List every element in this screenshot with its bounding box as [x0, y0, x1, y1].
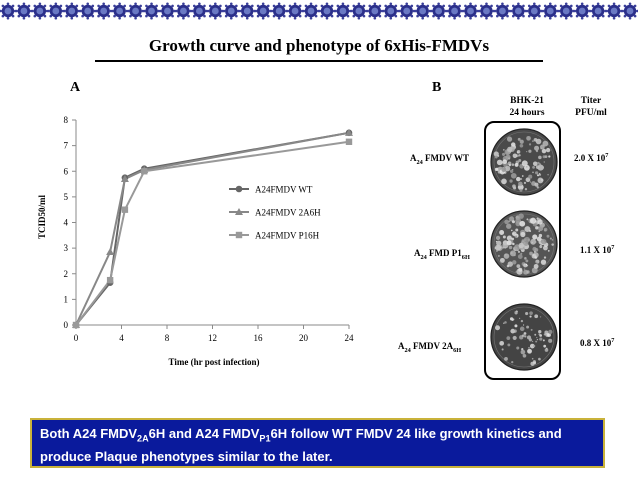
- virus-glyph-icon: [446, 2, 464, 20]
- data-point: [106, 276, 114, 284]
- virus-glyph-icon: [414, 2, 432, 20]
- virus-glyph-icon: [286, 2, 304, 20]
- x-tick-label: 20: [299, 333, 309, 343]
- row-label-p1: A24 FMD P16H: [414, 248, 470, 261]
- cell-line-header-line2: 24 hours: [509, 108, 545, 118]
- y-tick-label: 0: [64, 320, 69, 330]
- y-tick-label: 2: [64, 269, 69, 279]
- virus-glyph-icon: [382, 2, 400, 20]
- virus-glyph-icon: [605, 2, 623, 20]
- row-label-2a: A24 FMDV 2A6H: [398, 341, 462, 354]
- title-underline: [95, 60, 543, 62]
- plaque-plate-wt: [490, 128, 558, 196]
- virus-glyph-icon: [111, 2, 129, 20]
- titer-header: Titer PFU/ml: [566, 95, 616, 119]
- summary-box: Both A24 FMDV2A6H and A24 FMDVP16H follo…: [30, 418, 605, 468]
- titer-header-line1: Titer: [580, 96, 602, 106]
- virus-glyph-icon: [15, 2, 33, 20]
- virus-glyph-icon: [270, 2, 288, 20]
- plaque-plate-p1: [490, 210, 558, 278]
- legend-label: A24FMDV 2A6H: [255, 208, 321, 218]
- data-point: [106, 247, 115, 255]
- virus-glyph-icon: [143, 2, 161, 20]
- data-point: [121, 206, 129, 213]
- titer-wt: 2.0 X 107: [574, 152, 609, 163]
- x-tick-label: 16: [254, 333, 264, 343]
- virus-glyph-icon: [254, 2, 272, 20]
- y-tick-label: 8: [64, 115, 69, 125]
- virus-glyph-icon: [398, 2, 416, 20]
- virus-glyph-icon: [621, 2, 638, 20]
- virus-glyph-icon: [350, 2, 368, 20]
- virus-glyph-icon: [477, 2, 495, 20]
- virus-glyph-icon: [95, 2, 113, 20]
- virus-glyph-icon: [493, 2, 511, 20]
- x-tick-label: 12: [208, 333, 217, 343]
- legend-marker: [235, 185, 243, 193]
- virus-glyph-icon: [174, 2, 192, 20]
- data-point: [345, 138, 353, 145]
- y-tick-label: 1: [64, 294, 69, 304]
- virus-glyph-icon: [302, 2, 320, 20]
- virus-glyph-icon: [47, 2, 65, 20]
- data-point: [72, 321, 80, 329]
- virus-glyph-icon: [222, 2, 240, 20]
- virus-glyph-icon: [63, 2, 81, 20]
- virus-glyph-icon: [525, 2, 543, 20]
- plaque-plate-2a: [490, 303, 558, 371]
- slide-title: Growth curve and phenotype of 6xHis-FMDV…: [148, 36, 490, 55]
- data-point: [345, 128, 353, 136]
- virus-glyph-icon: [238, 2, 256, 20]
- x-tick-label: 0: [74, 333, 79, 343]
- virus-glyph-icon: [79, 2, 97, 20]
- legend-marker: [235, 208, 243, 215]
- y-tick-label: 6: [64, 166, 69, 176]
- data-point: [120, 174, 129, 182]
- plate-frame: [484, 121, 561, 380]
- decorative-virus-border: [0, 2, 638, 20]
- virus-glyph-icon: [31, 2, 49, 20]
- virus-glyph-icon: [573, 2, 591, 20]
- virus-glyph-icon: [366, 2, 384, 20]
- y-tick-label: 4: [64, 218, 69, 228]
- titer-2a: 0.8 X 107: [580, 337, 615, 348]
- y-axis-label: TCID50/ml: [37, 195, 47, 240]
- y-tick-label: 7: [64, 141, 69, 151]
- panel-b-label: B: [432, 80, 442, 95]
- virus-glyph-icon: [334, 2, 352, 20]
- cell-line-header-line1: BHK-21: [510, 96, 544, 106]
- virus-glyph-icon: [0, 2, 17, 20]
- legend-label: A24FMDV WT: [255, 185, 313, 195]
- x-tick-label: 4: [119, 333, 124, 343]
- cell-line-header: BHK-21 24 hours: [494, 95, 560, 119]
- virus-glyph-icon: [430, 2, 448, 20]
- virus-glyph-icon: [206, 2, 224, 20]
- virus-glyph-icon: [509, 2, 527, 20]
- virus-glyph-icon: [318, 2, 336, 20]
- virus-glyph-icon: [589, 2, 607, 20]
- virus-glyph-icon: [158, 2, 176, 20]
- titer-p1: 1.1 X 107: [580, 244, 615, 255]
- x-axis-label: Time (hr post infection): [169, 357, 260, 367]
- virus-glyph-icon: [541, 2, 559, 20]
- virus-glyph-icon: [127, 2, 145, 20]
- virus-glyph-icon: [462, 2, 480, 20]
- titer-header-line2: PFU/ml: [575, 108, 607, 118]
- virus-glyph-icon: [557, 2, 575, 20]
- panel-a-label: A: [70, 80, 81, 95]
- y-tick-label: 5: [64, 192, 69, 202]
- virus-glyph-icon: [190, 2, 208, 20]
- row-label-wt: A24 FMDV WT: [410, 153, 469, 166]
- y-tick-label: 3: [64, 243, 69, 253]
- x-tick-label: 8: [165, 333, 170, 343]
- legend-marker: [235, 231, 243, 239]
- data-point: [141, 168, 148, 175]
- x-tick-label: 24: [345, 333, 355, 343]
- legend-label: A24FMDV P16H: [255, 231, 320, 241]
